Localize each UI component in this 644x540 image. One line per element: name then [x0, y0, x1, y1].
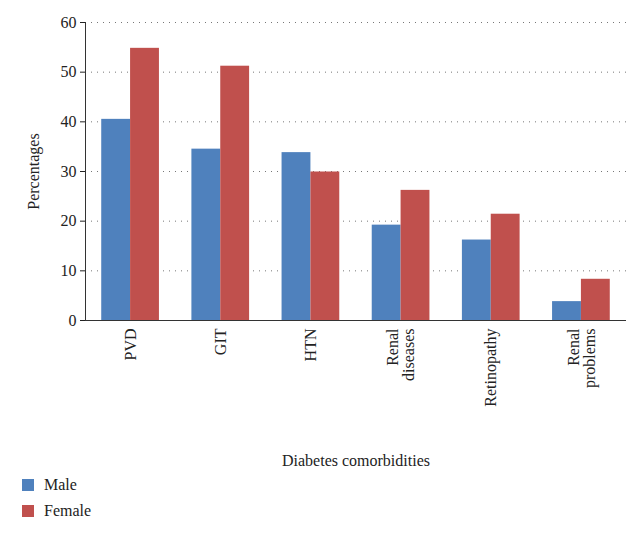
- svg-text:GIT: GIT: [212, 328, 229, 355]
- svg-text:0: 0: [69, 312, 77, 329]
- svg-text:Percentages: Percentages: [25, 133, 43, 209]
- svg-text:Retinopathy: Retinopathy: [482, 329, 500, 407]
- svg-text:HTN: HTN: [302, 328, 319, 361]
- svg-text:10: 10: [61, 262, 77, 279]
- svg-text:Renaldiseases: Renaldiseases: [384, 328, 417, 381]
- svg-text:Diabetes comorbidities: Diabetes comorbidities: [282, 452, 430, 469]
- svg-text:40: 40: [61, 113, 77, 130]
- html-text:Male: Male: [44, 476, 77, 493]
- html-text:Female: Female: [44, 502, 92, 519]
- svg-text:PVD: PVD: [122, 329, 139, 361]
- svg-text:30: 30: [61, 163, 77, 180]
- svg-text:Renalproblems: Renalproblems: [565, 328, 599, 388]
- svg-text:60: 60: [61, 14, 77, 31]
- svg-text:20: 20: [61, 212, 77, 229]
- svg-text:50: 50: [61, 63, 77, 80]
